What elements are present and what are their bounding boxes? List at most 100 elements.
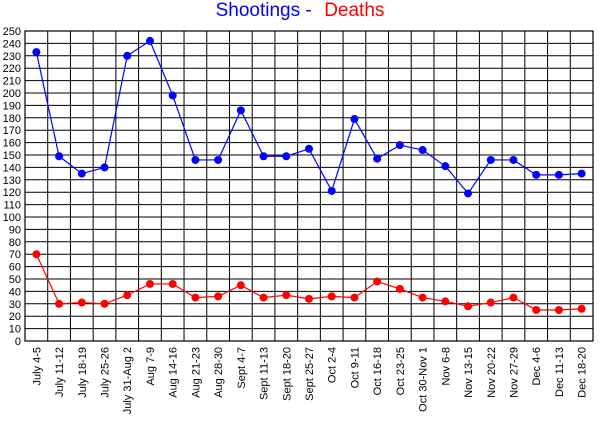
chart-title: Shootings - Deaths xyxy=(216,0,385,21)
plot-border xyxy=(24,30,594,342)
x-tick-label: Aug 28-30 xyxy=(213,347,225,398)
data-point-deaths xyxy=(32,250,41,259)
data-point-deaths xyxy=(123,291,132,300)
y-tick-label: 0 xyxy=(15,336,21,348)
data-point-deaths xyxy=(77,298,86,307)
data-point-deaths xyxy=(554,306,563,314)
data-point-shootings xyxy=(123,51,132,60)
x-tick-label: Nov 13-15 xyxy=(463,347,475,398)
y-tick-label: 250 xyxy=(3,26,21,38)
data-point-shootings xyxy=(464,189,473,198)
data-point-deaths xyxy=(418,293,427,302)
x-tick-label: Dec 11-13 xyxy=(554,347,566,397)
x-tick-label: Oct 2-4 xyxy=(327,347,339,383)
x-tick-label: July 31-Aug 2 xyxy=(122,347,134,414)
data-point-shootings xyxy=(509,155,518,164)
x-tick-label: Sept 25-27 xyxy=(304,347,316,401)
data-point-shootings xyxy=(418,146,427,155)
data-point-shootings xyxy=(305,144,313,153)
y-tick-label: 160 xyxy=(3,138,21,150)
y-tick-label: 70 xyxy=(9,249,21,261)
data-point-deaths xyxy=(509,293,518,302)
y-tick-label: 210 xyxy=(3,76,21,88)
title-deaths: Deaths xyxy=(324,0,384,21)
data-point-shootings xyxy=(168,91,177,100)
data-point-shootings xyxy=(77,169,86,178)
data-point-shootings xyxy=(100,163,109,172)
data-point-shootings xyxy=(395,141,404,150)
x-tick-label: July 18-19 xyxy=(77,347,89,398)
y-tick-label: 90 xyxy=(9,224,21,236)
data-point-deaths xyxy=(395,284,404,293)
y-tick-label: 240 xyxy=(3,38,21,50)
data-point-shootings xyxy=(214,155,223,164)
data-point-deaths xyxy=(236,281,245,290)
x-tick-label: Sept 4-7 xyxy=(236,347,248,389)
data-point-shootings xyxy=(236,106,245,115)
grid xyxy=(24,30,594,342)
data-point-deaths xyxy=(282,291,291,300)
x-tick-label: July 4-5 xyxy=(31,347,43,386)
data-point-deaths xyxy=(350,293,359,302)
data-point-shootings xyxy=(327,186,336,195)
y-tick-label: 190 xyxy=(3,100,21,112)
axes xyxy=(24,30,594,342)
data-point-shootings xyxy=(554,170,563,179)
data-point-deaths xyxy=(373,277,382,286)
data-point-deaths xyxy=(441,297,450,306)
y-tick-label: 170 xyxy=(3,125,21,137)
data-point-deaths xyxy=(168,279,177,288)
series-layer xyxy=(32,36,586,314)
data-point-deaths xyxy=(305,294,313,303)
x-tick-label: Aug 21-23 xyxy=(190,347,202,398)
x-tick-label: Oct 16-18 xyxy=(372,347,384,395)
data-point-shootings xyxy=(259,152,268,161)
x-tick-label: Oct 30-Nov 1 xyxy=(418,347,430,412)
x-tick-label: Nov 6-8 xyxy=(440,347,452,386)
data-point-shootings xyxy=(441,162,450,171)
y-tick-label: 150 xyxy=(3,150,21,162)
data-point-deaths xyxy=(259,293,268,302)
series-line-shootings xyxy=(35,40,582,195)
y-tick-label: 220 xyxy=(3,63,21,75)
data-point-deaths xyxy=(486,298,495,307)
x-tick-label: Aug 14-16 xyxy=(168,347,180,398)
y-tick-label: 40 xyxy=(9,286,21,298)
data-point-shootings xyxy=(350,115,359,124)
y-tick-label: 10 xyxy=(9,324,21,336)
data-point-deaths xyxy=(55,299,64,308)
y-tick-labels: 0102030405060708090100110120130140150160… xyxy=(3,26,21,348)
y-tick-label: 200 xyxy=(3,88,21,100)
data-point-deaths xyxy=(214,292,223,301)
data-point-shootings xyxy=(532,170,541,179)
data-point-shootings xyxy=(577,169,586,178)
y-tick-label: 110 xyxy=(3,200,21,212)
data-point-deaths xyxy=(100,299,109,308)
data-point-shootings xyxy=(486,155,495,164)
x-tick-label: Nov 27-29 xyxy=(508,347,520,398)
y-tick-label: 120 xyxy=(3,187,21,199)
y-tick-label: 130 xyxy=(3,175,21,187)
x-tick-label: Oct 9-11 xyxy=(349,347,361,388)
data-point-deaths xyxy=(577,304,586,313)
y-tick-label: 230 xyxy=(3,51,21,63)
data-point-deaths xyxy=(532,306,541,314)
x-tick-labels: July 4-5 July 11-12 July 18-19 July 25-26 Ju… xyxy=(31,347,588,414)
x-tick-label: Aug 7-9 xyxy=(145,347,157,386)
y-tick-label: 20 xyxy=(9,311,21,323)
y-tick-label: 180 xyxy=(3,113,21,125)
data-point-shootings xyxy=(145,36,154,45)
y-tick-label: 100 xyxy=(3,212,21,224)
x-tick-label: July 25-26 xyxy=(100,347,112,398)
data-point-shootings xyxy=(191,155,200,164)
title-shootings: Shootings - xyxy=(216,0,312,21)
y-tick-label: 60 xyxy=(9,262,21,274)
data-point-deaths xyxy=(327,292,336,301)
y-tick-label: 50 xyxy=(9,274,21,286)
x-tick-label: Sept 11-13 xyxy=(259,347,271,400)
data-point-shootings xyxy=(32,48,41,57)
x-tick-label: Dec 4-6 xyxy=(531,347,543,386)
data-point-shootings xyxy=(282,152,291,161)
